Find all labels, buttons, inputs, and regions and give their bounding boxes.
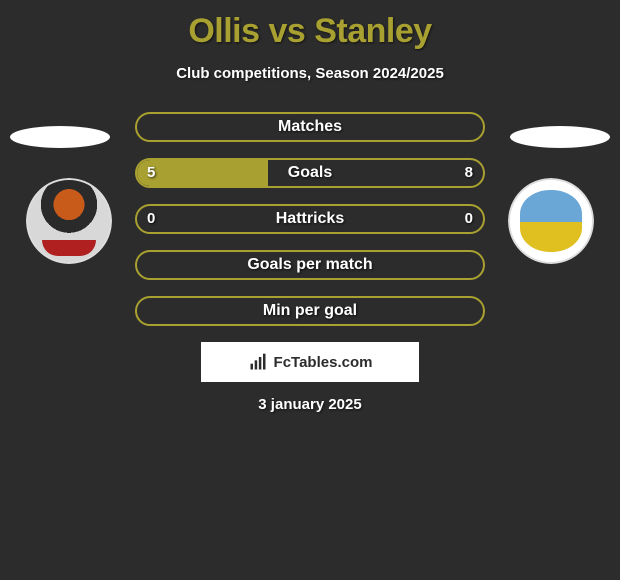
right-club-badge-graphic	[508, 178, 594, 264]
right-player-ellipse	[510, 126, 610, 148]
stat-label: Goals	[137, 160, 483, 186]
left-player-ellipse	[10, 126, 110, 148]
chart-icon	[248, 352, 268, 372]
left-club-badge	[26, 178, 112, 264]
stats-container: Matches 5 Goals 8 0 Hattricks 0 Goals pe…	[135, 112, 485, 326]
subtitle: Club competitions, Season 2024/2025	[0, 65, 620, 82]
stat-label: Hattricks	[137, 206, 483, 232]
stat-label: Matches	[137, 114, 483, 140]
stat-value-right: 8	[465, 160, 473, 186]
page-title: Ollis vs Stanley	[0, 0, 620, 51]
stat-label: Min per goal	[137, 298, 483, 324]
date-text: 3 january 2025	[0, 396, 620, 413]
stat-row-goals: 5 Goals 8	[135, 158, 485, 188]
attribution-box[interactable]: FcTables.com	[201, 342, 419, 382]
attribution-text: FcTables.com	[274, 354, 373, 371]
stat-row-hattricks: 0 Hattricks 0	[135, 204, 485, 234]
left-club-badge-graphic	[26, 178, 112, 264]
stat-row-min-per-goal: Min per goal	[135, 296, 485, 326]
stat-value-right: 0	[465, 206, 473, 232]
stat-row-matches: Matches	[135, 112, 485, 142]
right-club-badge	[508, 178, 594, 264]
stat-label: Goals per match	[137, 252, 483, 278]
stat-row-goals-per-match: Goals per match	[135, 250, 485, 280]
